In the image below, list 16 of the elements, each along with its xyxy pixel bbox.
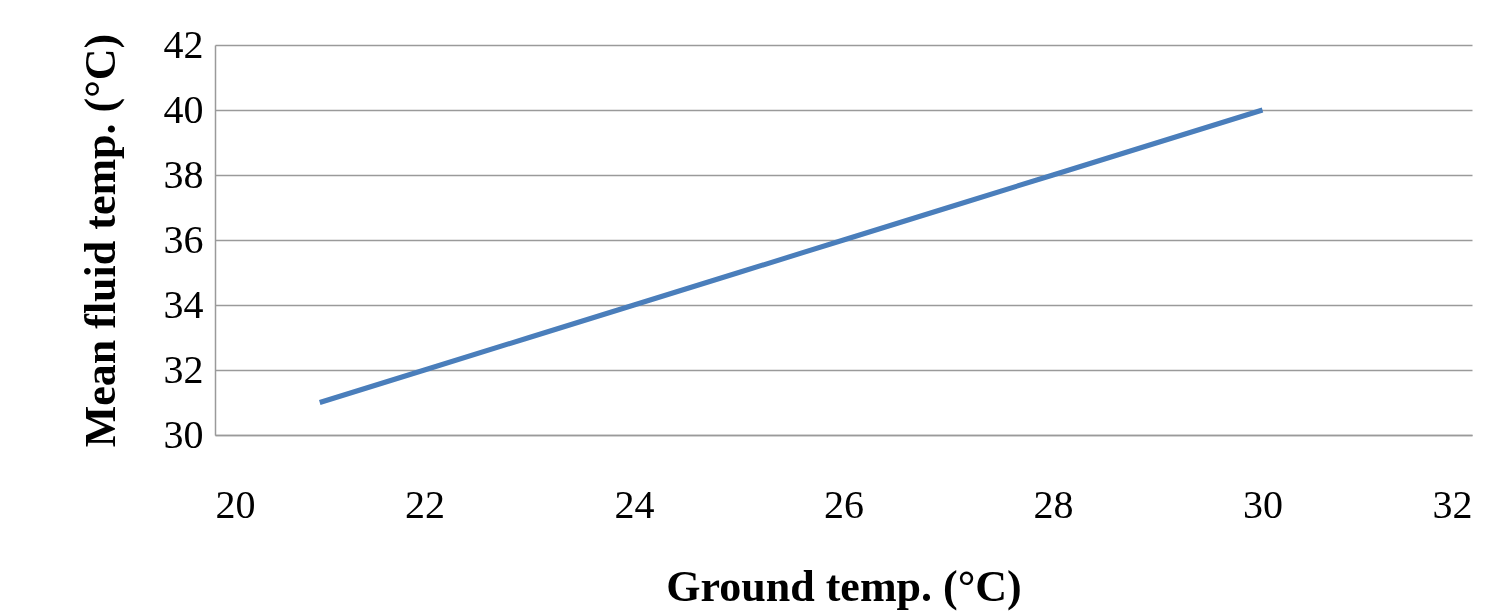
x-tick-label: 26: [824, 481, 864, 527]
y-tick-label: 38: [163, 151, 204, 197]
y-tick-label: 30: [163, 411, 204, 457]
x-tick-label: 20: [215, 481, 256, 527]
x-tick-label: 24: [614, 481, 655, 527]
y-tick-label: 32: [163, 346, 204, 392]
y-tick-label: 36: [163, 216, 204, 262]
y-tick-label: 42: [163, 21, 204, 67]
x-tick-label: 32: [1432, 481, 1473, 527]
x-axis-title: Ground temp. (°C): [666, 561, 1022, 611]
y-tick-label: 34: [163, 281, 204, 327]
x-tick-label: 30: [1243, 481, 1283, 527]
y-tick-label: 40: [163, 86, 204, 132]
x-tick-label: 28: [1033, 481, 1074, 527]
y-axis-title: Mean fluid temp. (°C): [75, 33, 125, 448]
x-tick-label: 22: [405, 481, 445, 527]
